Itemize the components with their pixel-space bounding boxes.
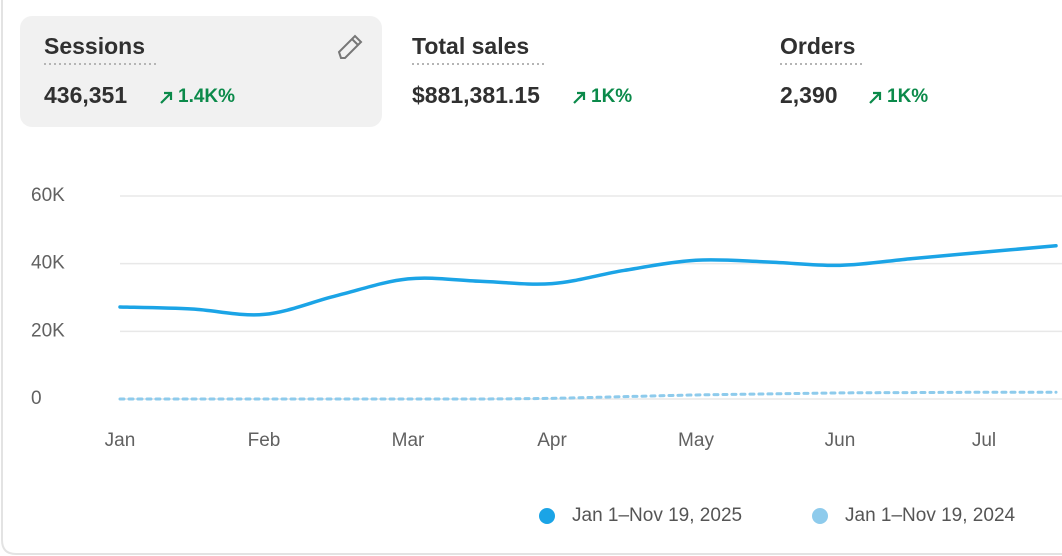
metric-value: $881,381.15 bbox=[412, 82, 540, 108]
y-tick-label: 40K bbox=[31, 253, 65, 274]
y-tick-label: 0 bbox=[31, 388, 42, 409]
x-tick-label: Apr bbox=[537, 430, 567, 451]
series-line bbox=[118, 390, 1058, 401]
x-tick-label: Jan bbox=[105, 430, 136, 451]
up-arrow bbox=[160, 91, 173, 104]
legend-dot bbox=[812, 508, 828, 524]
x-tick-label: Jun bbox=[825, 430, 856, 451]
metric-change: 1K% bbox=[591, 86, 632, 107]
legend-label: Jan 1–Nov 19, 2025 bbox=[572, 505, 742, 526]
metric-sessions[interactable]: Sessions 436,351 1.4K% bbox=[44, 33, 363, 108]
metric-change: 1.4K% bbox=[178, 86, 235, 107]
x-tick-label: Feb bbox=[248, 430, 281, 451]
metric-change: 1K% bbox=[887, 86, 928, 107]
chart: 0 20K 40K 60K Jan Feb Mar Apr May Jun Jul Jan 1–Nov… bbox=[31, 185, 1062, 526]
y-tick-label: 60K bbox=[31, 185, 65, 206]
metric-card-selected[interactable] bbox=[20, 16, 382, 127]
up-arrow bbox=[869, 91, 882, 104]
x-tick-label: May bbox=[678, 430, 714, 451]
x-tick-label: Jul bbox=[972, 430, 996, 451]
y-tick-label: 20K bbox=[31, 320, 65, 341]
metric-value: 2,390 bbox=[780, 82, 838, 108]
legend-label: Jan 1–Nov 19, 2024 bbox=[845, 505, 1016, 526]
metric-label: Orders bbox=[780, 33, 855, 59]
metric-total-sales[interactable]: Total sales $881,381.15 1K% bbox=[412, 33, 632, 108]
x-tick-label: Mar bbox=[392, 430, 425, 451]
up-arrow bbox=[573, 91, 586, 104]
metric-label: Total sales bbox=[412, 33, 529, 59]
series-line bbox=[118, 243, 1058, 317]
metric-value: 436,351 bbox=[44, 82, 127, 108]
metric-orders[interactable]: Orders 2,390 1K% bbox=[780, 33, 928, 108]
metric-label: Sessions bbox=[44, 33, 145, 59]
edit-icon[interactable] bbox=[337, 34, 363, 59]
legend-dot bbox=[539, 508, 555, 524]
